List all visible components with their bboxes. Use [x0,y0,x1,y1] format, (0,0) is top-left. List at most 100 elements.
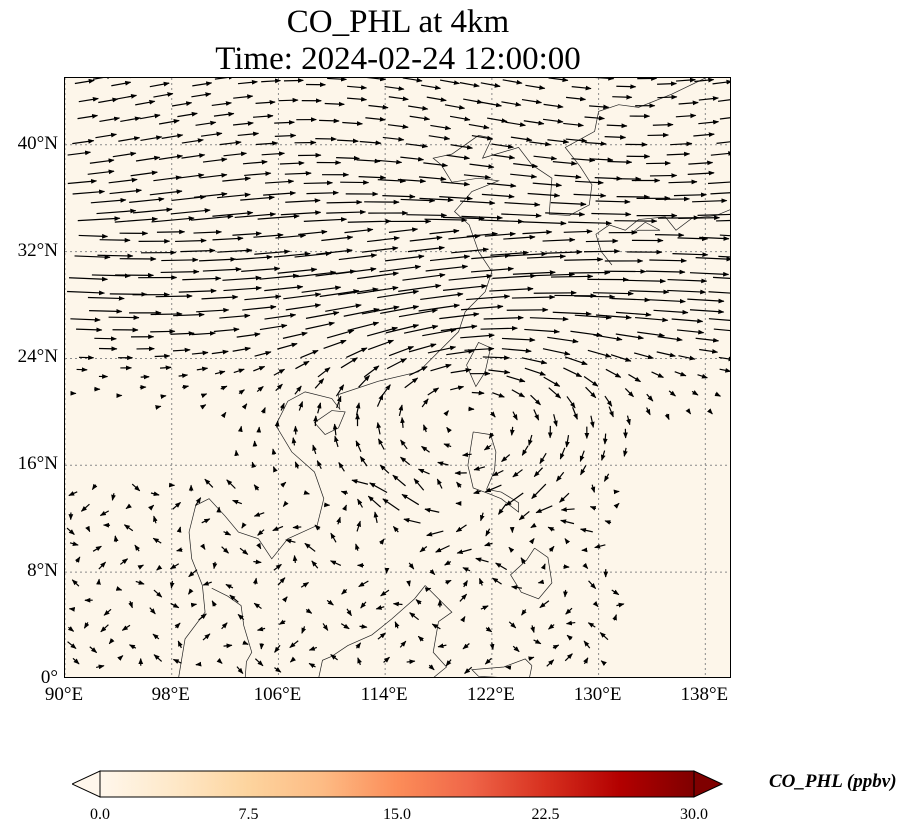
wind-vector [624,387,634,398]
wind-vector [501,348,532,354]
wind-vector [85,525,91,533]
wind-vector [177,640,183,649]
colorbar-label: CO_PHL (ppbv) [769,771,897,792]
wind-vector [277,342,298,350]
wind-vector [140,135,163,141]
wind-vector [373,511,379,523]
wind-vector [443,410,449,417]
wind-vector [175,238,207,244]
wind-vector [91,273,131,279]
wind-vector [191,214,234,221]
wind-vector [459,593,468,602]
wind-vector [96,664,105,670]
coastline [467,431,519,513]
wind-vector [223,643,233,649]
wind-vector [278,97,299,103]
colorbar [72,770,723,798]
wind-vector [237,131,260,137]
wind-vector [521,609,527,616]
map-panel [64,77,731,678]
wind-vector [204,478,214,488]
wind-vector [76,327,103,333]
wind-vector [285,538,296,544]
wind-vector [501,337,536,343]
map-time-subtitle: Time: 2024-02-24 12:00:00 [215,41,581,77]
wind-vector [678,355,696,361]
wind-vector [188,569,198,578]
wind-vector [571,157,596,163]
wind-vector [612,614,617,621]
wind-vector [488,369,511,375]
wind-vector [254,658,264,667]
wind-vector [490,250,529,256]
wind-vector [264,179,295,184]
wind-vector [242,640,249,646]
wind-vector [710,192,730,195]
wind-vector [560,519,575,525]
wind-vector [645,269,686,275]
wind-vector [253,602,262,610]
wind-vector [308,646,318,651]
wind-vector [312,444,317,455]
wind-vector [96,578,101,585]
wind-vector [418,303,460,312]
wind-vector [436,478,443,489]
wind-vector [485,626,493,633]
wind-vector [689,309,725,315]
wind-vector [77,113,99,120]
wind-vector [392,601,403,607]
wind-vector [330,532,337,543]
wind-vector [464,666,473,674]
wind-vector [140,113,161,120]
wind-vector [462,567,471,573]
wind-vector [574,314,612,320]
wind-vector [334,435,339,448]
wind-vector [446,154,471,161]
wind-vector [505,492,524,507]
wind-vector [344,227,374,234]
wind-vector [388,346,415,357]
wind-vector [342,504,347,511]
wind-vector [423,162,449,168]
wind-vector [182,384,190,390]
wind-vector [241,522,247,529]
colorbar-tick-label: 22.5 [531,806,560,823]
wind-vector [314,524,321,531]
wind-vector [112,151,137,158]
wind-vector [377,178,407,184]
wind-vector [274,644,281,653]
wind-vector [325,303,362,312]
wind-vector [583,248,621,254]
wind-vector [521,357,548,365]
coastline [631,221,661,234]
wind-vector [575,180,604,185]
wind-vector [233,94,254,100]
lon-tick-label: 90°E [44,684,84,705]
wind-vector [223,285,262,292]
wind-vector [535,505,553,514]
wind-vector [429,254,471,262]
wind-vector [582,562,589,569]
wind-vector [359,624,368,629]
wind-vector [195,497,202,506]
wind-vector [473,489,481,495]
wind-vector [74,556,81,563]
wind-vector [563,122,584,128]
wind-vector [604,395,613,407]
wind-vector [151,216,195,223]
wind-vector [446,426,452,434]
wind-vector [103,608,112,616]
coastline [595,209,730,266]
wind-vector [244,294,282,301]
wind-vector [505,121,526,127]
wind-vector [442,283,488,291]
wind-vector [385,254,425,262]
wind-vector [668,390,676,397]
wind-vector [386,358,407,370]
wind-vector [425,264,469,272]
wind-vector [574,294,616,300]
wind-vector [292,554,298,564]
wind-vector [120,116,141,123]
wind-vector [566,396,576,409]
wind-vector [547,336,579,344]
